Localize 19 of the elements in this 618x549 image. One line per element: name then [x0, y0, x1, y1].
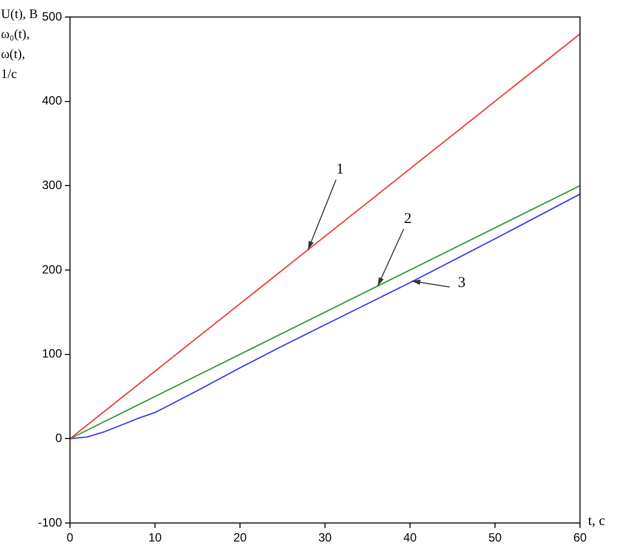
x-tick-label: 30 [318, 530, 332, 545]
y-tick-label: -100 [38, 515, 62, 530]
y-axis-title: U(t), В ω₀(t), ω(t), 1/c [1, 5, 38, 83]
x-tick-label: 60 [573, 530, 587, 545]
y-tick-label: 400 [42, 94, 62, 108]
annotation: 1 [336, 162, 344, 178]
annotation: 3 [458, 274, 466, 291]
y-tick-label: 300 [42, 178, 62, 192]
x-tick-label: 10 [148, 530, 162, 545]
x-tick-label: 50 [488, 530, 502, 545]
x-axis-title: t, c [588, 514, 606, 530]
y-tick-label: 200 [42, 262, 62, 276]
annotation: 2 [404, 210, 412, 227]
x-tick-label: 0 [66, 530, 74, 545]
y-tick-label: 0 [55, 430, 62, 445]
y-tick-label: 100 [42, 346, 62, 361]
x-tick-label: 20 [233, 530, 247, 545]
y-tick-label: 500 [42, 9, 62, 24]
x-tick-label: 40 [403, 530, 417, 545]
